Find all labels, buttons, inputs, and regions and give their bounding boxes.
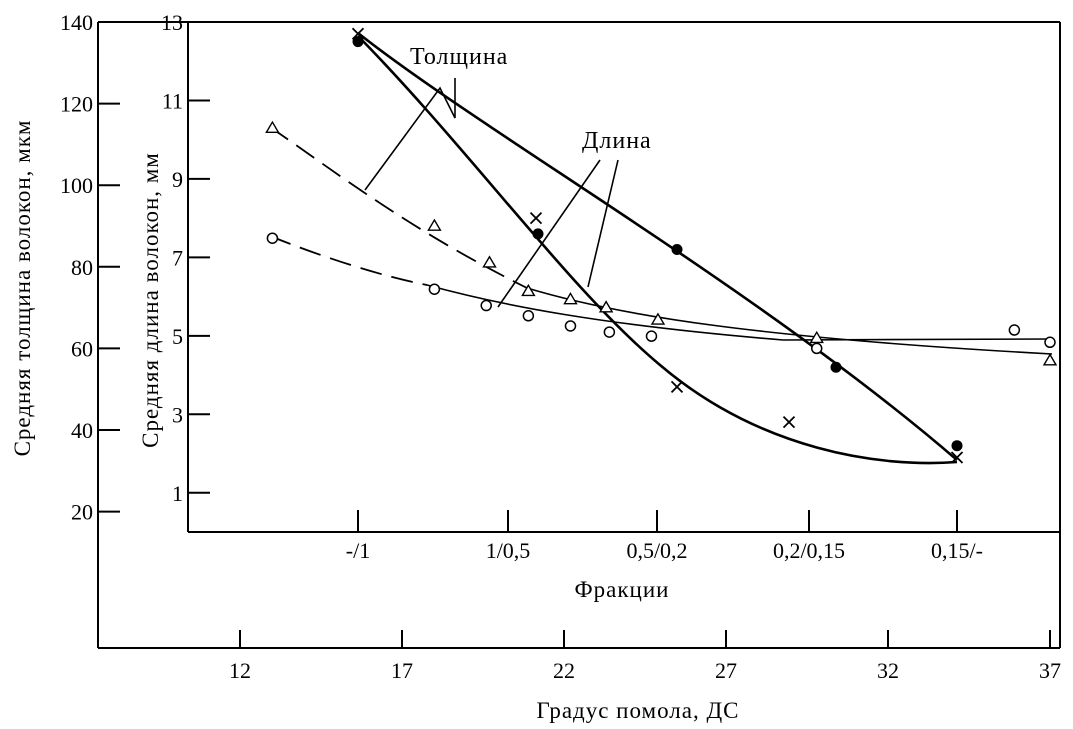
degree-tick-label: 12 xyxy=(229,658,251,683)
circle-marker xyxy=(1044,336,1056,349)
dot-marker xyxy=(951,440,963,452)
circle-marker xyxy=(480,299,492,312)
thickness-tick-label: 80 xyxy=(71,255,93,280)
triangle-marker xyxy=(650,312,666,325)
length-tick-label: 5 xyxy=(172,324,183,349)
thickness-axis-title: Средняя толщина волокон, мкм xyxy=(10,120,35,457)
length-y-axis: 13 11 9 7 5 3 1 xyxy=(161,10,210,506)
degree-axis-title: Градус помола, ДС xyxy=(536,698,739,723)
dot-marker xyxy=(671,244,683,256)
curve-triangle-dashed xyxy=(269,126,528,289)
triangle-marker xyxy=(521,283,536,297)
thickness-tick-label: 40 xyxy=(71,418,93,443)
circle-marker xyxy=(1008,324,1021,336)
thickness-tick-label: 100 xyxy=(60,173,93,198)
length-tick-label: 1 xyxy=(172,481,183,506)
markers xyxy=(265,27,1058,464)
thickness-y-axis: 140 120 100 80 60 40 20 xyxy=(60,10,120,525)
cross-marker xyxy=(782,416,796,429)
degree-tick-label: 37 xyxy=(1039,658,1061,683)
triangle-marker xyxy=(427,218,442,231)
length-axis-title: Средняя длина волокон, мм xyxy=(138,152,163,448)
triangle-marker xyxy=(598,300,614,313)
triangle-marker xyxy=(265,120,280,133)
cross-marker xyxy=(670,380,684,393)
thickness-tick-label: 120 xyxy=(60,92,93,117)
curve-length-dot xyxy=(357,31,958,461)
cross-marker xyxy=(950,451,964,464)
thickness-tick-label: 60 xyxy=(71,336,93,361)
degree-tick-label: 27 xyxy=(715,658,737,683)
fractions-x-axis: -/1 1/0,5 0,5/0,2 0,2/0,15 0,15/- xyxy=(346,510,983,563)
length-tick-label: 3 xyxy=(172,402,183,427)
dot-marker xyxy=(352,36,364,48)
triangle-marker xyxy=(1042,353,1058,366)
fraction-tick-label: 0,5/0,2 xyxy=(626,538,687,563)
dot-marker xyxy=(830,361,842,373)
cross-marker xyxy=(529,212,543,225)
triangle-marker xyxy=(563,292,578,305)
circle-marker xyxy=(266,232,279,244)
fractions-axis-title: Фракции xyxy=(575,577,670,602)
length-tick-label: 11 xyxy=(162,88,183,113)
degree-x-axis: 12 17 22 27 32 37 xyxy=(229,630,1061,683)
fraction-tick-label: 0,2/0,15 xyxy=(773,538,845,563)
dot-marker xyxy=(532,228,544,240)
annotation-length: Длина xyxy=(582,128,652,154)
curves xyxy=(269,31,1053,465)
curve-circle-solid xyxy=(426,284,1053,341)
degree-tick-label: 32 xyxy=(877,658,899,683)
thickness-tick-label: 140 xyxy=(60,10,93,35)
length-tick-label: 7 xyxy=(172,245,183,270)
circle-marker xyxy=(428,283,441,295)
triangle-marker xyxy=(482,255,497,268)
degree-tick-label: 22 xyxy=(553,658,575,683)
fraction-tick-label: 0,15/- xyxy=(931,538,983,563)
circle-marker xyxy=(645,330,658,342)
plot-frame xyxy=(97,21,1061,649)
cross-marker xyxy=(351,27,365,40)
fraction-tick-label: -/1 xyxy=(346,538,370,563)
degree-tick-label: 17 xyxy=(391,658,413,683)
annotation-thickness: Толщина xyxy=(410,44,508,70)
length-tick-label: 13 xyxy=(161,10,183,35)
length-tick-label: 9 xyxy=(172,167,183,192)
fraction-tick-label: 1/0,5 xyxy=(486,538,531,563)
curve-circle-dashed xyxy=(269,235,428,286)
annotation-leaders xyxy=(364,78,619,308)
thickness-tick-label: 20 xyxy=(71,500,93,525)
circle-marker xyxy=(564,320,577,332)
curve-length-cross xyxy=(357,35,958,465)
circle-marker xyxy=(522,310,535,322)
circle-marker xyxy=(603,326,616,338)
triangle-marker xyxy=(809,330,824,344)
circle-marker xyxy=(810,342,823,355)
